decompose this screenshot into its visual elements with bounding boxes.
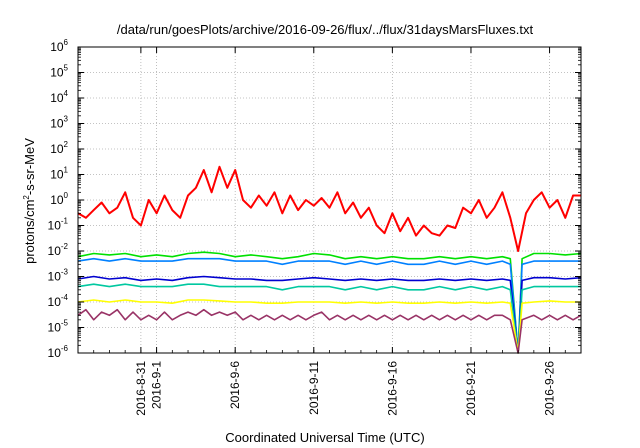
y-tick-base: 10: [50, 117, 64, 131]
y-tick-base: 10: [48, 244, 62, 258]
series-line: [77, 308, 582, 354]
y-tick-label: 106: [50, 38, 68, 54]
y-tick-exponent: 1: [64, 166, 69, 175]
y-tick-exponent: -3: [61, 268, 69, 277]
x-tick-labels: 2016-8-31 2016-9-1 2016-9-6 2016-9-11 2016-9…: [134, 361, 557, 416]
series-line: [77, 257, 581, 354]
series-line: [77, 283, 581, 354]
x-tick-label: 2016-9-11: [307, 361, 321, 415]
series-line: [77, 299, 581, 354]
y-tick-base: 10: [48, 295, 62, 309]
y-tick-base: 10: [48, 346, 62, 360]
x-axis-title: Coordinated Universal Time (UTC): [225, 430, 424, 445]
y-tick-exponent: 5: [64, 64, 69, 73]
series-group: [77, 165, 582, 354]
y-tick-label: 10-2: [48, 242, 69, 258]
y-tick-exponent: -1: [61, 217, 69, 226]
x-tick-label: 2016-9-1: [150, 361, 164, 409]
y-tick-base: 10: [50, 40, 64, 54]
y-tick-label: 10-1: [48, 217, 69, 233]
y-tick-base: 10: [48, 270, 62, 284]
y-tick-exponent: 2: [64, 140, 69, 149]
y-axis-title: protons/cm2-s-sr-MeV: [22, 138, 37, 264]
y-tick-base: 10: [50, 142, 64, 156]
y-tick-exponent: 4: [64, 89, 69, 98]
y-axis-title-superscript: 2: [22, 195, 31, 200]
y-tick-labels: 10-610-510-410-310-210-11001011021031041…: [48, 38, 69, 360]
y-axis-title-main: protons/cm: [22, 200, 37, 264]
y-tick-base: 10: [48, 321, 62, 335]
y-tick-exponent: 0: [64, 191, 69, 200]
chart-title: /data/run/goesPlots/archive/2016-09-26/f…: [117, 22, 534, 37]
y-tick-exponent: -6: [61, 344, 69, 353]
y-tick-base: 10: [50, 91, 64, 105]
y-tick-label: 101: [50, 166, 68, 182]
y-tick-label: 10-6: [48, 344, 69, 360]
y-tick-label: 105: [50, 64, 68, 80]
y-tick-base: 10: [50, 193, 64, 207]
tick-marks: [77, 46, 582, 354]
series-line: [77, 165, 581, 252]
x-tick-label: 2016-9-16: [385, 361, 399, 416]
x-tick-label: 2016-9-26: [543, 361, 557, 416]
y-tick-label: 10-3: [48, 268, 69, 284]
x-tick-label: 2016-8-31: [134, 361, 148, 416]
y-tick-label: 10-5: [48, 319, 69, 335]
y-tick-exponent: 3: [64, 115, 69, 124]
y-tick-label: 102: [50, 140, 68, 156]
y-tick-exponent: 6: [64, 38, 69, 47]
x-tick-label: 2016-9-6: [228, 361, 242, 409]
y-tick-exponent: -4: [61, 293, 69, 302]
y-tick-exponent: -2: [61, 242, 69, 251]
y-axis-title-rest: -s-sr-MeV: [22, 138, 37, 195]
y-tick-label: 10-4: [48, 293, 69, 309]
y-tick-base: 10: [48, 219, 62, 233]
y-tick-base: 10: [50, 168, 64, 182]
y-tick-label: 104: [50, 89, 68, 105]
y-tick-label: 100: [50, 191, 68, 207]
y-tick-label: 103: [50, 115, 68, 131]
x-tick-label: 2016-9-21: [464, 361, 478, 416]
y-tick-exponent: -5: [61, 319, 69, 328]
y-tick-base: 10: [50, 66, 64, 80]
